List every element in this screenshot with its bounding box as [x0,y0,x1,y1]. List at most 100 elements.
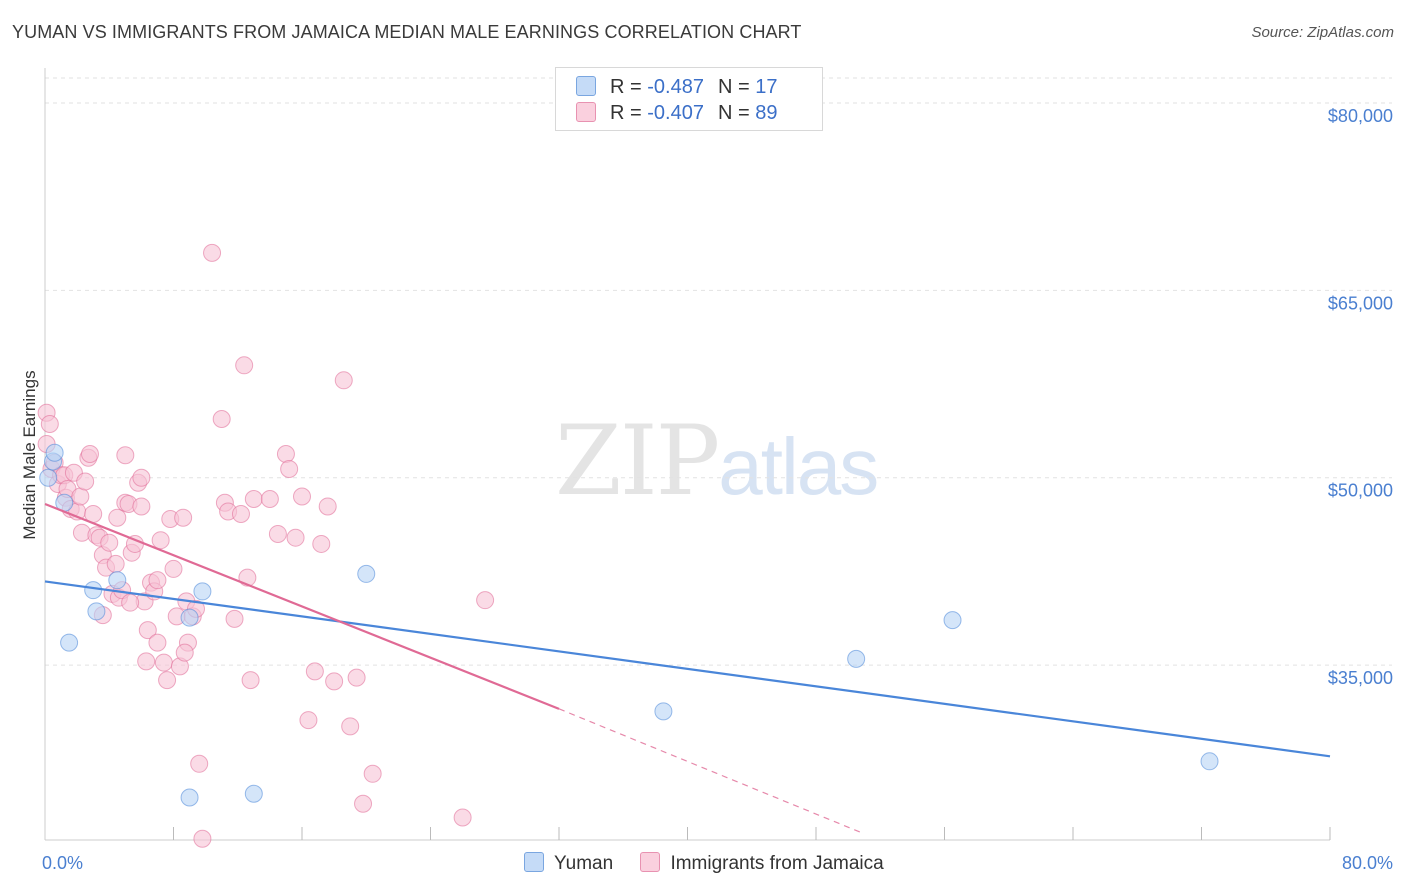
legend-r-value: -0.487 [647,76,704,98]
point-jamaica [137,652,156,671]
y-tick-label: $80,000 [1328,106,1393,126]
point-jamaica [299,711,318,730]
series-legend: Yuman Immigrants from Jamaica [524,852,906,875]
axes [44,68,1331,841]
point-yuman [943,611,962,630]
point-yuman [654,702,673,721]
point-jamaica [80,445,99,464]
point-jamaica [151,531,170,550]
point-yuman [847,649,866,668]
watermark-atlas: atlas [718,422,879,511]
legend-n-label: N = [717,76,756,98]
point-jamaica [174,508,193,527]
watermark: ZIPatlas [555,405,879,517]
legend-r-label: R = [610,76,648,98]
point-yuman [193,582,212,601]
legend-r-value: -0.407 [647,102,704,124]
point-jamaica [175,643,194,662]
legend-n-label: N = [717,102,756,124]
point-yuman [180,608,199,627]
point-jamaica [363,764,382,783]
series-label-yuman: Yuman [554,853,614,874]
series-swatch-jamaica [640,852,661,872]
point-jamaica [106,554,125,573]
point-jamaica [305,662,324,681]
legend-n-value: 17 [755,76,778,98]
series-legend-jamaica: Immigrants from Jamaica [640,852,884,875]
point-jamaica [154,653,173,672]
y-axis-title: Median Male Earnings [20,370,39,539]
y-tick-label: $65,000 [1328,293,1393,313]
data-points [37,243,1219,848]
point-jamaica [148,633,167,652]
y-tick-labels: $35,000 $50,000 $65,000 $80,000 [1328,106,1393,688]
point-jamaica [293,487,311,506]
point-jamaica [318,497,337,516]
trend-extension-jamaica [558,708,865,835]
x-tick-label: 0.0% [42,853,83,873]
point-yuman [1200,752,1219,771]
point-yuman [45,443,64,462]
point-yuman [357,564,376,583]
legend-swatch-yuman [576,76,596,96]
point-yuman [244,784,263,803]
point-jamaica [235,356,254,375]
point-jamaica [453,808,472,827]
point-jamaica [231,504,250,523]
y-tick-label: $35,000 [1328,668,1393,688]
point-jamaica [325,672,344,691]
point-jamaica [148,571,167,590]
point-jamaica [71,487,90,506]
legend-row-jamaica: R = -0.407 N = 89 [576,102,777,126]
point-yuman [87,602,106,621]
point-jamaica [164,559,183,578]
legend-r-label: R = [610,102,648,124]
point-jamaica [347,668,366,687]
legend-n-value: 89 [755,102,778,124]
point-jamaica [132,497,151,516]
point-jamaica [341,717,360,736]
point-jamaica [190,754,209,773]
point-jamaica [334,371,353,390]
series-legend-yuman: Yuman [524,852,613,875]
point-jamaica [138,621,157,640]
point-jamaica [241,671,260,690]
series-label-jamaica: Immigrants from Jamaica [670,853,884,874]
point-jamaica [225,609,244,628]
point-yuman [60,633,79,652]
chart-title: YUMAN VS IMMIGRANTS FROM JAMAICA MEDIAN … [12,22,802,42]
trend-line-jamaica [44,502,560,710]
point-jamaica [476,591,495,610]
point-jamaica [100,533,119,552]
trend-line-yuman [44,580,1331,758]
point-jamaica [212,410,231,429]
point-jamaica [116,446,135,465]
point-jamaica [244,489,263,508]
point-jamaica [121,593,140,612]
point-jamaica [286,528,305,547]
point-jamaica [193,829,212,848]
x-tick-labels: 0.0% 80.0% [42,853,1393,873]
point-yuman [108,571,127,590]
point-jamaica [260,489,279,508]
point-yuman [84,581,103,600]
point-jamaica [312,534,331,553]
point-jamaica [354,794,373,813]
watermark-zip: ZIP [555,405,720,517]
point-jamaica [276,445,295,464]
point-jamaica [158,671,177,690]
point-jamaica [76,472,95,491]
legend-swatch-jamaica [576,102,596,122]
point-jamaica [203,243,222,262]
trend-lines [44,502,1331,835]
legend-row-yuman: R = -0.487 N = 17 [576,76,777,100]
correlation-legend: R = -0.487 N = 17 R = -0.407 N = 89 [555,67,823,131]
source-credit: Source: ZipAtlas.com [1251,24,1394,41]
point-jamaica [280,459,299,478]
point-yuman [39,468,58,487]
y-tick-label: $50,000 [1328,481,1393,501]
point-jamaica [108,508,127,527]
series-swatch-yuman [524,852,544,872]
point-jamaica [132,468,151,487]
